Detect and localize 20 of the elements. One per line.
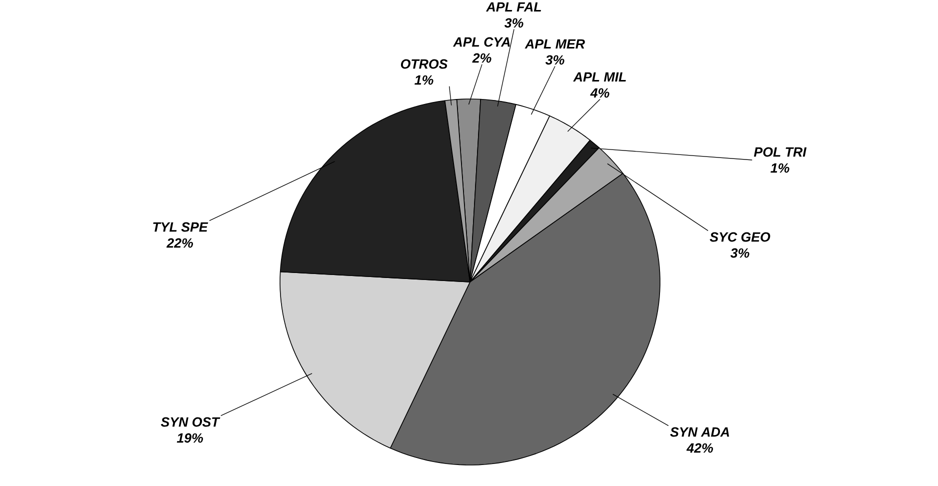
data-label: 22%	[166, 238, 193, 248]
data-label: 4%	[590, 88, 610, 98]
data-label: 3%	[545, 55, 564, 65]
data-label: 2%	[472, 53, 492, 63]
data-label: 3%	[730, 248, 750, 258]
data-label: 3%	[504, 18, 524, 28]
slice-label: OTROS	[400, 59, 448, 69]
slice-label: TYL SPE	[153, 222, 208, 232]
slice-label: SYC GEO	[710, 232, 770, 242]
slice-label: SYN OST	[160, 417, 220, 427]
data-label: 1%	[770, 163, 790, 173]
slice-label: APL FAL	[486, 2, 542, 12]
slice-label: SYN ADA	[670, 427, 730, 437]
data-label: 42%	[686, 443, 713, 453]
slice-label: POL TRI	[754, 147, 807, 157]
data-label: 19%	[176, 433, 203, 443]
slice-label: APL MER	[524, 39, 585, 49]
slice-label: APL CYA	[452, 37, 510, 47]
data-label: 1%	[414, 75, 434, 85]
slice-label: APL MIL	[573, 72, 626, 82]
